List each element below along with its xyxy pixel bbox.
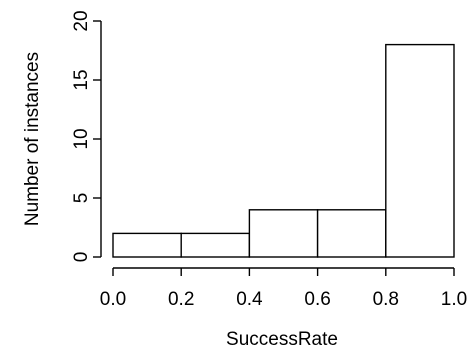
y-tick-label-0: 0 [71,252,92,263]
x-tick-label-0: 0.0 [100,289,126,310]
y-tick-label-4: 20 [71,10,92,31]
y-tick-label-3: 15 [71,69,92,90]
x-tick-label-4: 0.8 [373,289,399,310]
bars-group [112,43,455,258]
x-tick-label-1: 0.2 [168,289,194,310]
x-axis: 0.0 0.2 0.4 0.6 0.8 1.0 [100,267,467,310]
x-axis-label: SuccessRate [226,329,338,350]
histogram-bar-3 [316,209,387,258]
x-tick-label-5: 1.0 [441,289,467,310]
x-tick-label-3: 0.6 [304,289,330,310]
y-tick-label-1: 5 [71,193,92,204]
histogram-bar-2 [248,209,319,258]
histogram-bar-1 [180,232,251,258]
histogram-bar-4 [385,43,455,258]
y-axis: 0 5 10 15 20 [71,10,102,263]
y-tick-label-2: 10 [71,128,92,149]
histogram-bar-0 [112,232,182,258]
x-tick-label-2: 0.4 [236,289,263,310]
y-axis-label: Number of instances [22,52,43,226]
